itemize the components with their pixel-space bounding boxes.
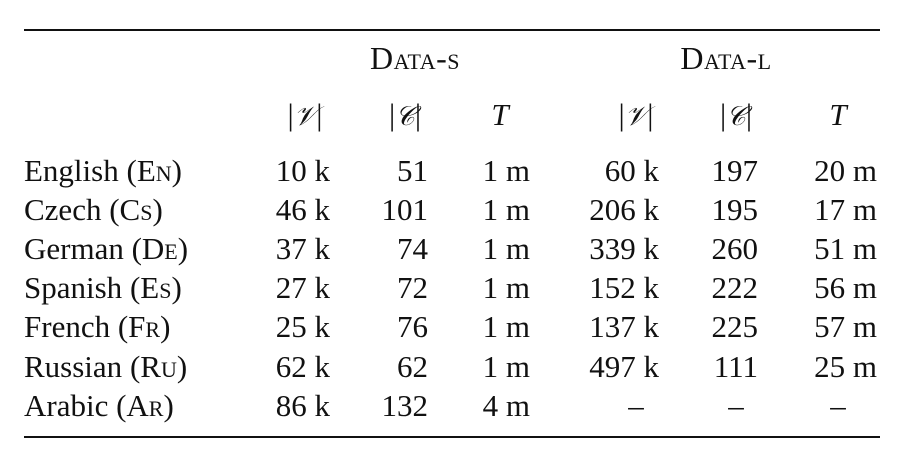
table-cell: 195 bbox=[711, 192, 759, 227]
bottom-rule bbox=[24, 436, 880, 438]
table-cell: 1 m bbox=[482, 309, 530, 344]
language-code: Ru bbox=[140, 349, 177, 384]
table-cell: 51 m bbox=[814, 231, 877, 266]
table-cell: 197 bbox=[711, 153, 759, 188]
column-header: T bbox=[829, 97, 847, 132]
column-header: |𝒞| bbox=[719, 97, 753, 132]
table-cell: 25 k bbox=[275, 309, 330, 344]
column-header: |𝒞| bbox=[388, 97, 422, 132]
table-cell: 62 k bbox=[275, 349, 330, 384]
language-code: Ar bbox=[126, 388, 164, 423]
language-name: Russian bbox=[24, 349, 123, 384]
table-cell: 137 k bbox=[589, 309, 659, 344]
language-name: Czech bbox=[24, 192, 102, 227]
table-cell: 225 bbox=[711, 309, 759, 344]
language-name: Arabic bbox=[24, 388, 109, 423]
language-code: Cs bbox=[119, 192, 153, 227]
table-cell: 10 k bbox=[275, 153, 330, 188]
language-name: English bbox=[24, 153, 119, 188]
group-header-data-s: Data-s bbox=[369, 40, 460, 76]
table-cell: 62 bbox=[397, 349, 428, 384]
table-cell: 86 k bbox=[275, 388, 330, 423]
table-cell: 111 bbox=[713, 349, 758, 384]
table-cell: 46 k bbox=[275, 192, 330, 227]
language-label: Russian (Ru) bbox=[24, 349, 188, 384]
language-label: English (En) bbox=[24, 153, 182, 188]
table-cell: 37 k bbox=[275, 231, 330, 266]
language-name: German bbox=[24, 231, 124, 266]
table-cell: 25 m bbox=[814, 349, 877, 384]
table-cell: 1 m bbox=[482, 153, 530, 188]
table-cell: 206 k bbox=[589, 192, 659, 227]
table-cell: – bbox=[830, 388, 846, 423]
table-cell: 1 m bbox=[482, 192, 530, 227]
table-cell: 222 bbox=[711, 270, 759, 305]
table-cell: – bbox=[628, 388, 644, 423]
language-code: Fr bbox=[128, 309, 161, 344]
language-label: Czech (Cs) bbox=[24, 192, 163, 227]
language-name: Spanish bbox=[24, 270, 123, 305]
language-label: German (De) bbox=[24, 231, 189, 266]
table-cell: 60 k bbox=[604, 153, 659, 188]
table-cell: 17 m bbox=[814, 192, 877, 227]
column-header: |𝒱| bbox=[618, 97, 654, 132]
group-header-data-l: Data-l bbox=[680, 40, 772, 76]
table-cell: 260 bbox=[711, 231, 759, 266]
table-cell: 72 bbox=[397, 270, 428, 305]
table-cell: 132 bbox=[381, 388, 429, 423]
language-code: En bbox=[136, 153, 172, 188]
language-label: French (Fr) bbox=[24, 309, 171, 344]
table-cell: 56 m bbox=[814, 270, 877, 305]
table-cell: 4 m bbox=[482, 388, 530, 423]
table-cell: 497 k bbox=[589, 349, 659, 384]
table-cell: 76 bbox=[397, 309, 428, 344]
table-cell: 339 k bbox=[589, 231, 659, 266]
table-cell: 101 bbox=[381, 192, 429, 227]
column-header: T bbox=[491, 97, 509, 132]
table-cell: 1 m bbox=[482, 270, 530, 305]
language-code: De bbox=[141, 231, 178, 266]
column-header: |𝒱| bbox=[287, 97, 323, 132]
language-label: Spanish (Es) bbox=[24, 270, 182, 305]
table-cell: 1 m bbox=[482, 231, 530, 266]
table-cell: 20 m bbox=[814, 153, 877, 188]
table-cell: – bbox=[728, 388, 744, 423]
table-cell: 74 bbox=[397, 231, 428, 266]
language-name: French bbox=[24, 309, 111, 344]
table-cell: 1 m bbox=[482, 349, 530, 384]
top-rule bbox=[24, 29, 880, 31]
table-cell: 152 k bbox=[589, 270, 659, 305]
table-cell: 27 k bbox=[275, 270, 330, 305]
table-cell: 51 bbox=[397, 153, 428, 188]
table-cell: 57 m bbox=[814, 309, 877, 344]
language-code: Es bbox=[140, 270, 172, 305]
language-label: Arabic (Ar) bbox=[24, 388, 174, 423]
